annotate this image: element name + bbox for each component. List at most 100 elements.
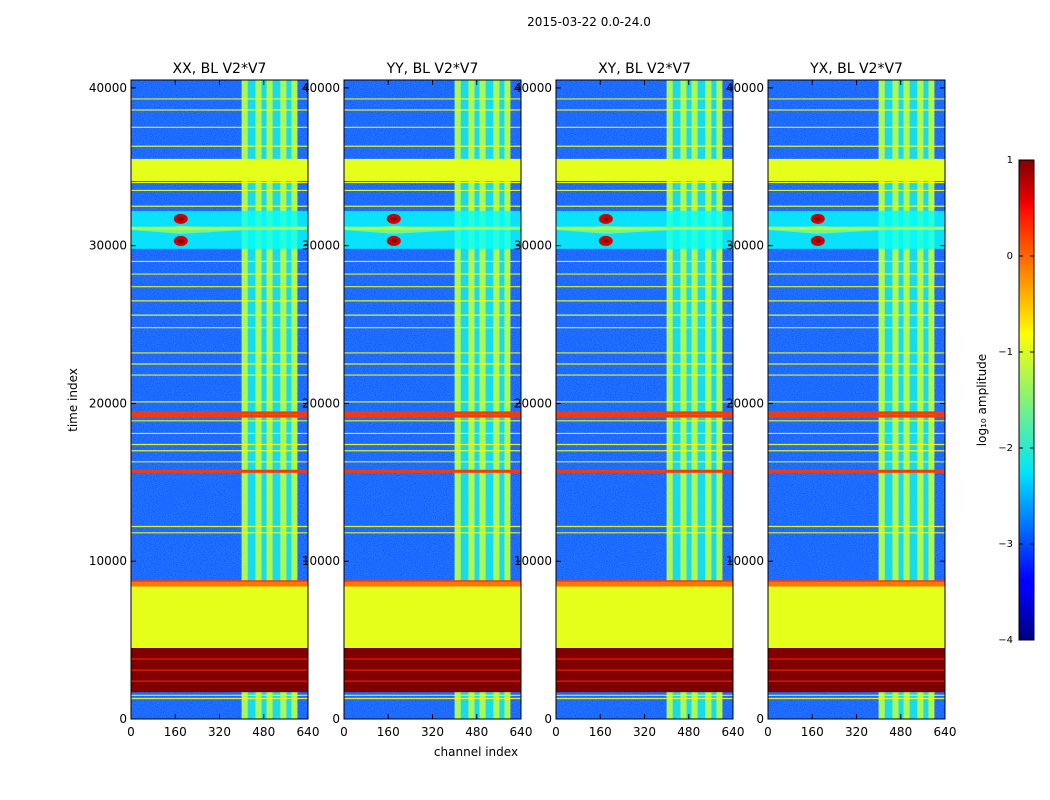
- flare-wing: [344, 225, 461, 234]
- flat-band-edge: [344, 581, 521, 587]
- figure-suptitle: 2015-03-22 0.0-24.0: [527, 15, 651, 29]
- colorbar-tick-label: −4: [998, 635, 1013, 646]
- rfi-column: [255, 80, 262, 719]
- rfi-column: [917, 80, 924, 719]
- colorbar-tick-label: −2: [998, 443, 1013, 454]
- rfi-column: [716, 80, 723, 719]
- bright-stripe: [556, 414, 733, 418]
- panels-group: XX, BL V2*V7 0 160 320 480 640 0 10000 20000 3000…: [89, 61, 957, 739]
- flat-band: [556, 158, 733, 181]
- panel-xx: XX, BL V2*V7 0 160 320 480 640 0 10000 20000 3000…: [89, 61, 320, 739]
- colorbar-gradient: [1018, 159, 1035, 641]
- rfi-column: [928, 80, 935, 719]
- x-tick-label: 320: [845, 725, 868, 739]
- flare-core: [602, 238, 609, 243]
- rfi-column: [266, 80, 273, 719]
- y-tick-label: 20000: [726, 396, 764, 410]
- x-tick-label: 640: [934, 725, 957, 739]
- bright-stripe: [344, 411, 521, 415]
- flat-band-edge: [131, 581, 308, 587]
- rfi-column: [666, 80, 673, 719]
- y-tick-label: 20000: [302, 396, 340, 410]
- bright-stripe: [768, 411, 945, 415]
- x-tick-label: 640: [297, 725, 320, 739]
- heatmap-image: [131, 80, 308, 719]
- rfi-column: [280, 80, 287, 719]
- flat-band: [556, 586, 733, 648]
- rfi-column: [705, 80, 712, 719]
- y-tick-label: 40000: [302, 81, 340, 95]
- y-axis-label: time index: [66, 368, 80, 432]
- bright-stripe: [131, 411, 308, 415]
- colorbar-tick-label: 0: [1007, 251, 1013, 262]
- rfi-column: [454, 80, 461, 719]
- rfi-column: [892, 80, 899, 719]
- y-tick-label: 0: [544, 712, 552, 726]
- x-tick-label: 640: [722, 725, 745, 739]
- x-tick-label: 0: [764, 725, 772, 739]
- panel-title: YY, BL V2*V7: [386, 61, 479, 77]
- bright-stripe: [344, 469, 521, 473]
- y-tick-label: 0: [119, 712, 127, 726]
- x-tick-label: 0: [340, 725, 348, 739]
- bright-stripe: [768, 414, 945, 418]
- y-tick-label: 20000: [514, 396, 552, 410]
- x-tick-label: 640: [510, 725, 533, 739]
- x-tick-label: 160: [589, 725, 612, 739]
- x-tick-label: 160: [164, 725, 187, 739]
- y-tick-label: 0: [756, 712, 764, 726]
- flare-wing: [131, 225, 248, 234]
- rfi-column: [291, 80, 298, 719]
- colorbar-tick-label: 1: [1007, 155, 1013, 166]
- colorbar-tick-label: −3: [998, 539, 1013, 550]
- x-tick-label: 0: [127, 725, 135, 739]
- y-tick-label: 10000: [302, 554, 340, 568]
- bright-stripe: [344, 414, 521, 418]
- rfi-column: [241, 80, 248, 719]
- rfi-column: [504, 80, 511, 719]
- flat-band-edge: [556, 581, 733, 587]
- flare-core: [814, 216, 821, 221]
- flat-band: [344, 586, 521, 648]
- bright-stripe: [556, 411, 733, 415]
- flare-wing: [556, 225, 673, 234]
- flat-band: [131, 586, 308, 648]
- flat-band: [344, 158, 521, 181]
- rfi-column: [493, 80, 500, 719]
- y-tick-label: 30000: [514, 239, 552, 253]
- rfi-column: [878, 80, 885, 719]
- colorbar-ticks: 1 0 −1 −2 −3 −4: [998, 155, 1034, 646]
- flare-wing: [768, 225, 885, 234]
- heatmap-image: [344, 80, 521, 719]
- flat-band: [131, 158, 308, 181]
- bright-stripe: [131, 469, 308, 473]
- x-tick-label: 160: [801, 725, 824, 739]
- x-tick-label: 480: [889, 725, 912, 739]
- rfi-column: [691, 80, 698, 719]
- flare-core: [177, 238, 184, 243]
- panel-xy: XY, BL V2*V7 0 160 320 480 640 0 10000 20000 3000…: [514, 61, 745, 739]
- flare-core: [814, 238, 821, 243]
- flat-band: [768, 158, 945, 181]
- rfi-column: [479, 80, 486, 719]
- y-tick-label: 10000: [726, 554, 764, 568]
- x-tick-label: 480: [677, 725, 700, 739]
- x-tick-label: 160: [377, 725, 400, 739]
- rfi-column: [680, 80, 687, 719]
- x-tick-label: 320: [633, 725, 656, 739]
- panel-title: YX, BL V2*V7: [809, 61, 903, 77]
- panel-yx: YX, BL V2*V7 0 160 320 480 640 0 10000 20000 3000…: [726, 61, 957, 739]
- x-tick-label: 320: [208, 725, 231, 739]
- y-tick-label: 30000: [302, 239, 340, 253]
- flat-band-edge: [768, 581, 945, 587]
- rfi-column: [903, 80, 910, 719]
- flat-band: [768, 586, 945, 648]
- y-tick-label: 40000: [726, 81, 764, 95]
- colorbar: 1 0 −1 −2 −3 −4 log₁₀ amplitude: [975, 155, 1035, 646]
- y-tick-label: 20000: [89, 396, 127, 410]
- y-tick-label: 30000: [89, 239, 127, 253]
- x-axis-label: channel index: [434, 745, 518, 759]
- bright-stripe: [131, 414, 308, 418]
- panel-title: XX, BL V2*V7: [173, 61, 267, 77]
